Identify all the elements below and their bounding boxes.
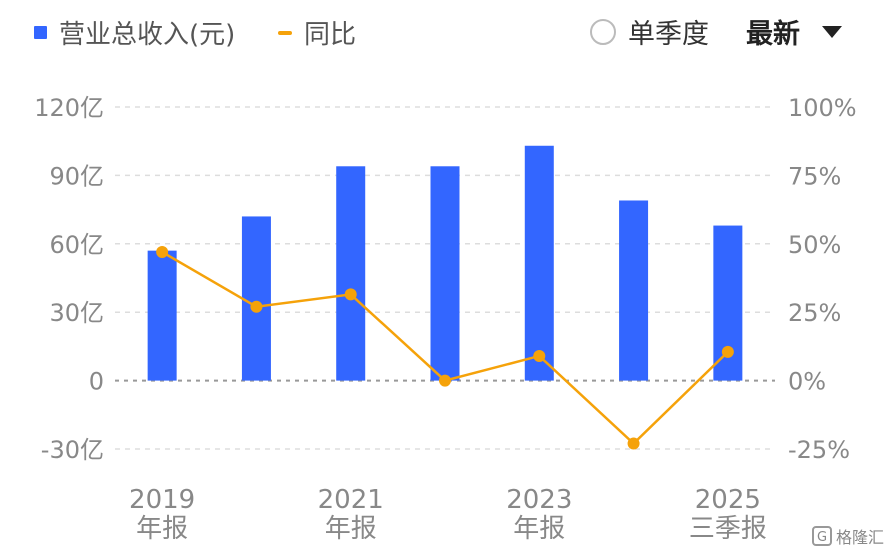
period-dropdown[interactable]: 最新 <box>746 12 842 51</box>
x-tick-label-year: 2023 <box>506 485 572 515</box>
legend-swatch-bar <box>34 26 47 39</box>
x-tick-label-year: 2025 <box>695 485 761 515</box>
watermark-text: 格隆汇 <box>835 528 884 547</box>
y-left-tick-label: 0 <box>89 368 104 396</box>
yoy-point <box>156 246 169 259</box>
y-left-tick-label: -30亿 <box>41 436 104 464</box>
bar <box>430 166 460 381</box>
bar <box>619 200 649 381</box>
y-right-tick-label: 100% <box>788 94 857 122</box>
yoy-point <box>439 374 451 387</box>
watermark-logo-icon: G <box>811 526 832 546</box>
y-left-tick-label: 60亿 <box>49 231 104 259</box>
single-quarter-label: 单季度 <box>628 19 709 50</box>
legend-label-revenue: 营业总收入(元) <box>59 20 236 50</box>
yoy-point <box>344 288 357 301</box>
legend-swatch-line <box>278 30 292 35</box>
y-left-tick-label: 120亿 <box>34 94 104 122</box>
bar <box>524 145 554 381</box>
x-tick-label-period: 年报 <box>136 514 188 544</box>
y-right-tick-label: 75% <box>788 162 841 190</box>
y-right-tick-label: 25% <box>788 299 841 327</box>
bar <box>147 250 177 381</box>
bar <box>241 216 271 381</box>
caret-down-icon <box>822 25 842 38</box>
yoy-point <box>627 437 640 450</box>
legend-bar: 营业总收入(元) 同比 单季度 最新 <box>0 0 890 60</box>
y-right-tick-label: 0% <box>788 368 826 396</box>
x-tick-label-year: 2019 <box>129 485 195 515</box>
watermark: G 格隆汇 <box>811 524 884 548</box>
legend-item-yoy[interactable]: 同比 <box>278 14 356 51</box>
yoy-point <box>721 345 734 358</box>
bar <box>336 166 366 381</box>
y-left-tick-label: 90亿 <box>49 162 104 190</box>
x-tick-label-period: 年报 <box>325 514 377 544</box>
period-dropdown-value: 最新 <box>746 19 800 50</box>
radio-circle-icon[interactable] <box>590 18 616 45</box>
y-left-tick-label: 30亿 <box>49 299 104 327</box>
x-tick-label-period: 年报 <box>513 514 565 544</box>
y-right-tick-label: -25% <box>788 436 850 464</box>
yoy-point <box>533 349 546 362</box>
y-right-tick-label: 50% <box>788 231 841 259</box>
legend-item-revenue[interactable]: 营业总收入(元) <box>34 14 235 51</box>
yoy-point <box>250 300 263 313</box>
x-tick-label-period: 三季报 <box>689 514 767 544</box>
x-tick-label-year: 2021 <box>318 485 384 515</box>
single-quarter-radio[interactable]: 单季度 <box>590 12 709 51</box>
legend-label-yoy: 同比 <box>304 20 357 50</box>
